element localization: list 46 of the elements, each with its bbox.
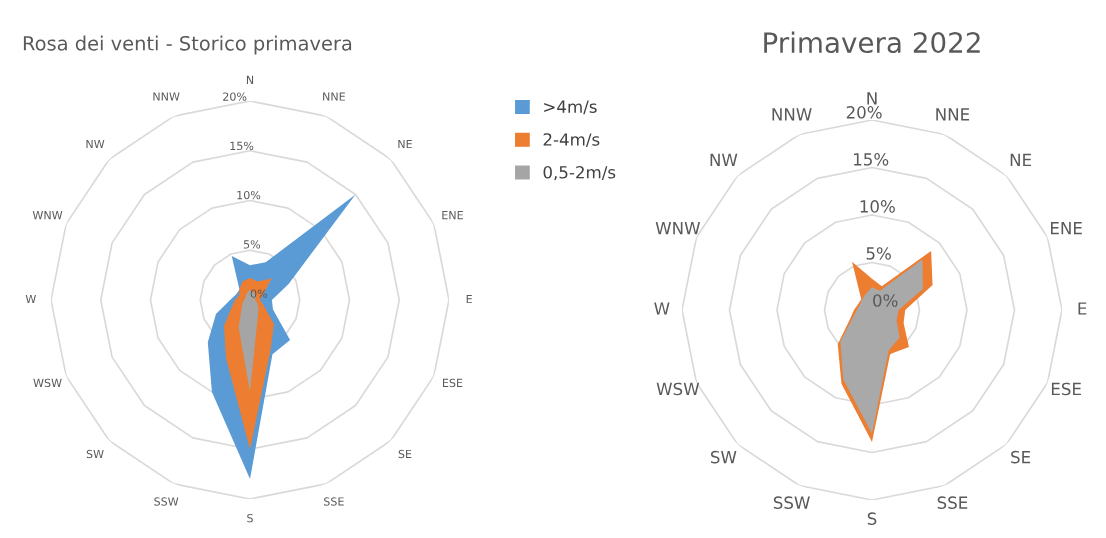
legend-label: >4m/s — [544, 100, 597, 115]
spoke-label: E — [1078, 302, 1087, 315]
spoke-label: WNW — [655, 222, 701, 235]
y-tick-label: 20% — [223, 92, 247, 101]
spoke-label: ESE — [443, 378, 463, 388]
y-tick-label: 15% — [854, 153, 889, 166]
spoke-label: NE — [1010, 153, 1032, 167]
spoke-label: NNW — [153, 92, 180, 101]
spoke-label: W — [654, 302, 670, 315]
y-tick-label: 15% — [230, 141, 254, 151]
spoke-label: NNW — [772, 108, 812, 121]
spoke-label: SSW — [773, 496, 810, 509]
spoke-label: NE — [398, 140, 412, 149]
spoke-label: ENE — [442, 211, 463, 220]
spoke-label: SW — [710, 450, 737, 464]
spoke-label: NW — [710, 153, 738, 167]
spoke-label: SSW — [154, 497, 179, 506]
y-tick-label: 5% — [866, 247, 891, 260]
spoke-label: N — [246, 75, 254, 84]
spoke-label: E — [466, 294, 472, 304]
spoke-label: SE — [1011, 450, 1031, 464]
spoke-label: SSE — [324, 497, 344, 506]
spoke-label: ESE — [1051, 382, 1081, 396]
legend-label: 2-4m/s — [543, 133, 600, 148]
chart-title: Rosa dei venti - Storico primavera — [23, 35, 352, 55]
spoke-label: WSW — [656, 382, 700, 396]
spoke-label: NNE — [323, 92, 345, 101]
y-tick-label: 20% — [846, 106, 882, 119]
spoke-label: ENE — [1051, 222, 1082, 235]
spoke-label: WSW — [33, 378, 62, 388]
spoke-label: WNW — [32, 211, 63, 220]
spoke-label: NW — [86, 140, 105, 149]
y-tick-label: 10% — [237, 190, 261, 200]
y-tick-label: 5% — [243, 240, 261, 249]
spoke-label: S — [247, 513, 253, 523]
spoke-label: W — [25, 294, 36, 304]
spoke-label: N — [867, 92, 877, 105]
y-tick-label: 0% — [873, 294, 898, 307]
spoke-label: SSE — [937, 496, 968, 509]
y-tick-label: 10% — [860, 200, 895, 213]
legend-label: 0,5-2m/s — [543, 165, 616, 181]
chart-title: Primavera 2022 — [764, 31, 980, 54]
spoke-label: S — [867, 512, 877, 525]
spoke-label: SW — [86, 449, 104, 459]
spoke-label: SE — [398, 449, 412, 459]
spoke-label: NNE — [936, 108, 970, 121]
